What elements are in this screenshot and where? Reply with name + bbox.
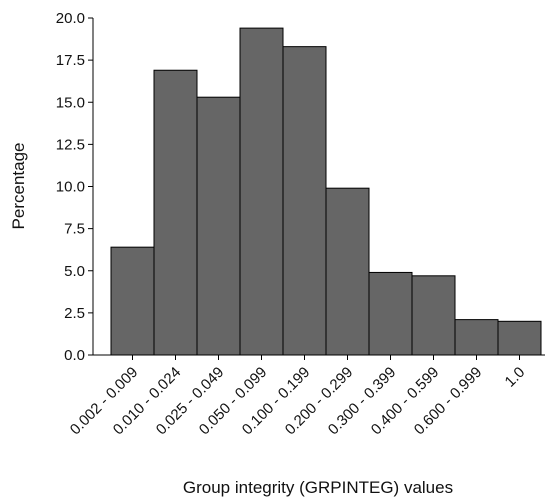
y-tick-label: 2.5 (64, 305, 85, 322)
y-tick-label: 7.5 (64, 221, 85, 238)
x-tick-label: 1.0 (502, 364, 529, 391)
y-tick-label: 12.5 (56, 136, 85, 153)
bar (153, 69, 198, 356)
y-tick-label: 17.5 (56, 52, 85, 69)
bar (368, 271, 413, 356)
y-tick-label: 10.0 (56, 179, 85, 196)
bar (411, 275, 456, 356)
bar (196, 96, 241, 356)
y-tick-label: 0.0 (64, 347, 85, 364)
bar (454, 319, 499, 356)
bar (497, 320, 542, 356)
x-axis-title: Group integrity (GRPINTEG) values (183, 478, 453, 497)
y-tick-label: 5.0 (64, 263, 85, 280)
bar (325, 187, 370, 356)
bar (239, 27, 284, 356)
y-tick-label: 20.0 (56, 10, 85, 27)
bar (110, 246, 155, 356)
y-tick-label: 15.0 (56, 94, 85, 111)
y-axis-title: Percentage (9, 143, 28, 230)
bar (282, 46, 327, 356)
